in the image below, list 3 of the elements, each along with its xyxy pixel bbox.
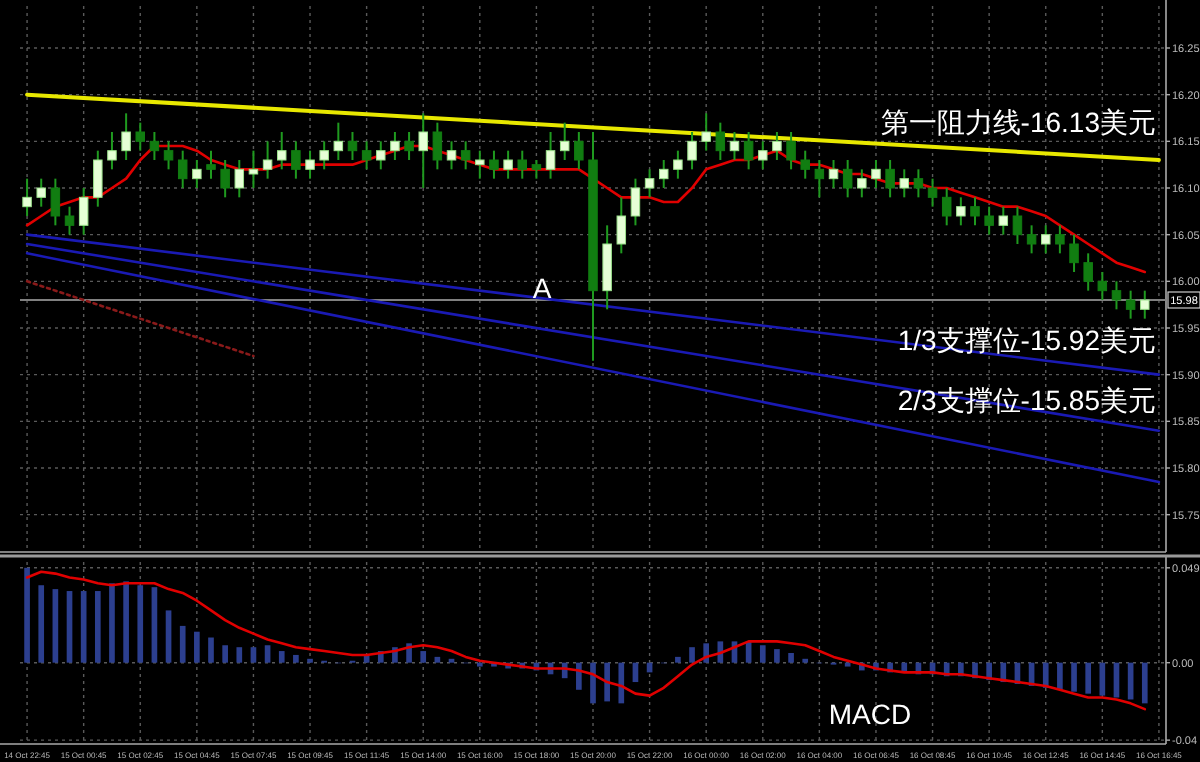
- annotation: A: [532, 272, 553, 304]
- annotation: MACD: [828, 698, 912, 730]
- annotation: 第一阻力线-16.13美元: [880, 106, 1156, 138]
